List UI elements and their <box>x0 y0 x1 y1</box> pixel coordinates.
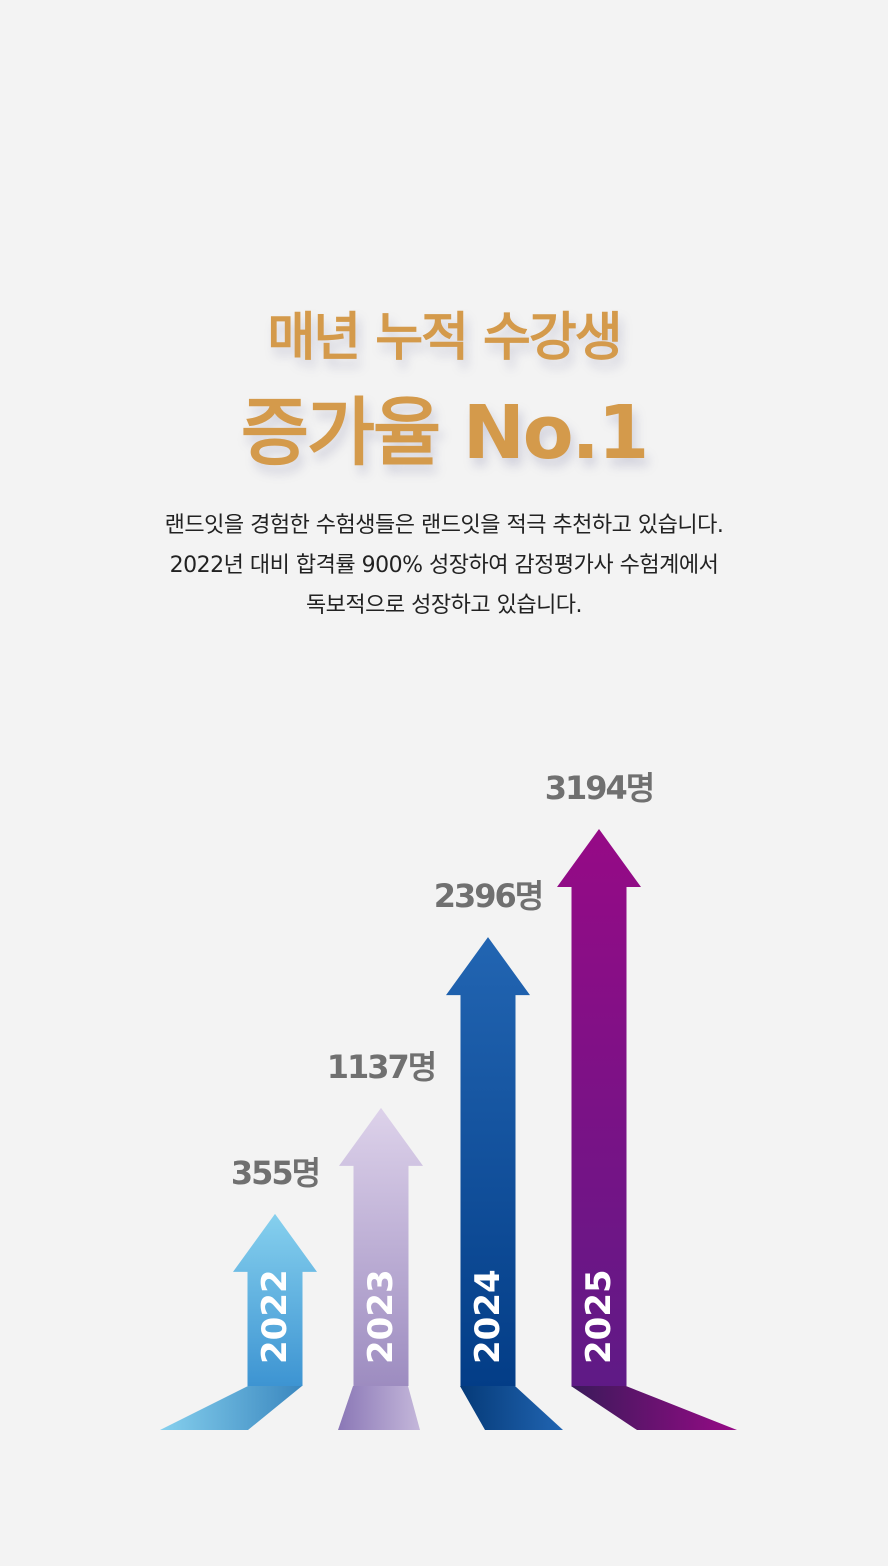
arrow-base-2022 <box>160 1386 302 1430</box>
year-label: 2022 <box>255 1269 295 1364</box>
value-label: 1137명 <box>327 1048 436 1086</box>
headline-line2: 증가율 No.1 <box>240 390 649 476</box>
arrow-base-2025 <box>571 1386 737 1430</box>
description: 랜드잇을 경험한 수험생들은 랜드잇을 적극 추천하고 있습니다. 2022년 … <box>0 506 888 626</box>
arrow-bar-2022 <box>233 1213 317 1386</box>
year-label: 2023 <box>361 1269 401 1364</box>
headline-line1: 매년 누적 수강생 <box>267 308 622 368</box>
value-label: 2396명 <box>434 877 543 915</box>
description-line: 2022년 대비 합격률 900% 성장하여 감정평가사 수험계에서 <box>169 553 719 578</box>
year-label: 2024 <box>468 1269 508 1364</box>
value-label: 3194명 <box>545 769 654 807</box>
description-line: 랜드잇을 경험한 수험생들은 랜드잇을 적극 추천하고 있습니다. <box>164 513 724 538</box>
arrow-base-2023 <box>338 1386 420 1430</box>
arrow-bar-2023 <box>339 1107 423 1386</box>
arrow-base-2024 <box>460 1386 563 1430</box>
year-label: 2025 <box>579 1269 619 1364</box>
arrow-bar-2025 <box>557 829 641 1386</box>
description-line: 독보적으로 성장하고 있습니다. <box>305 593 583 618</box>
arrow-bar-2024 <box>446 937 530 1386</box>
value-label: 355명 <box>231 1154 319 1192</box>
